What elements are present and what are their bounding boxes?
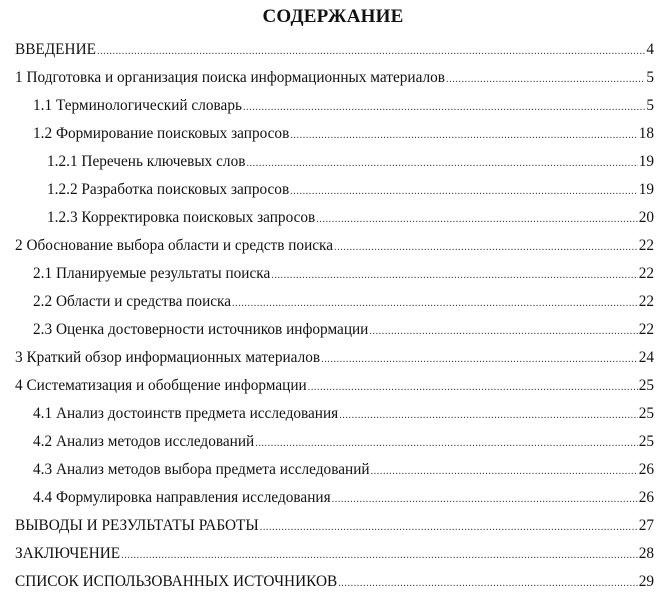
- dot-leader: [246, 150, 637, 178]
- toc-entry-label: ВЫВОДЫ И РЕЗУЛЬТАТЫ РАБОТЫ: [15, 517, 259, 534]
- toc-entry[interactable]: 4 Систематизация и обобщение информации 2…: [15, 372, 654, 400]
- toc-entry-label: 1 Подготовка и организация поиска информ…: [15, 69, 446, 86]
- toc-entry-page-number: 4: [646, 41, 654, 58]
- toc-entry[interactable]: 2.2 Области и средства поиска 22: [33, 288, 654, 316]
- toc-entry-page-number: 5: [646, 69, 654, 86]
- dot-leader: [121, 542, 638, 570]
- dot-leader: [369, 318, 637, 346]
- dot-leader: [290, 178, 638, 206]
- toc-entry-page-number: 25: [638, 377, 654, 394]
- toc-entry-page-number: 25: [638, 433, 654, 450]
- toc-entry[interactable]: 1.2.1 Перечень ключевых слов 19: [47, 148, 654, 176]
- dot-leader: [316, 206, 637, 234]
- toc-entry-page-number: 19: [638, 153, 654, 170]
- dot-leader: [338, 570, 638, 598]
- toc-entry-label: 1.2 Формирование поисковых запросов: [33, 125, 290, 142]
- toc-entry[interactable]: 1.1 Терминологический словарь 5: [33, 92, 654, 120]
- toc-entry-label: ЗАКЛЮЧЕНИЕ: [15, 545, 121, 562]
- toc-entry-label: 1.2.2 Разработка поисковых запросов: [47, 181, 290, 198]
- page-title: СОДЕРЖАНИЕ: [262, 6, 404, 27]
- toc-entry[interactable]: СПИСОК ИСПОЛЬЗОВАННЫХ ИСТОЧНИКОВ 29: [15, 568, 654, 596]
- dot-leader: [371, 458, 638, 486]
- toc-entry-page-number: 28: [638, 545, 654, 562]
- toc-entry-page-number: 29: [638, 573, 654, 590]
- toc-entry[interactable]: 4.3 Анализ методов выбора предмета иссле…: [33, 456, 654, 484]
- toc-entry[interactable]: 4.4 Формулировка направления исследовани…: [33, 484, 654, 512]
- dot-leader: [339, 402, 637, 430]
- toc-entry-label: ВВЕДЕНИЕ: [15, 41, 96, 58]
- toc-entry-page-number: 5: [646, 97, 654, 114]
- toc-entry-label: 1.2.1 Перечень ключевых слов: [47, 153, 246, 170]
- dot-leader: [334, 234, 638, 262]
- toc-entry-label: 2 Обоснование выбора области и средств п…: [15, 237, 334, 254]
- toc-entry-page-number: 18: [638, 125, 654, 142]
- toc-entry[interactable]: ВЫВОДЫ И РЕЗУЛЬТАТЫ РАБОТЫ 27: [15, 512, 654, 540]
- toc-entry-label: 2.3 Оценка достоверности источников инфо…: [33, 321, 369, 338]
- toc-entry-label: 1.1 Терминологический словарь: [33, 97, 242, 114]
- toc-entry-label: 1.2.3 Корректировка поисковых запросов: [47, 209, 316, 226]
- toc-entry-label: 3 Краткий обзор информационных материало…: [15, 349, 321, 366]
- toc-entry-page-number: 22: [638, 293, 654, 310]
- toc-entry-page-number: 25: [638, 405, 654, 422]
- toc-entry-label: 4.2 Анализ методов исследований: [33, 433, 255, 450]
- dot-leader: [271, 262, 637, 290]
- toc-entry-page-number: 27: [638, 517, 654, 534]
- toc-entry[interactable]: 1.2 Формирование поисковых запросов 18: [33, 120, 654, 148]
- toc-entry[interactable]: 1.2.2 Разработка поисковых запросов 19: [47, 176, 654, 204]
- toc-entry-label: 2.1 Планируемые результаты поиска: [33, 265, 271, 282]
- toc-entry-page-number: 20: [638, 209, 654, 226]
- toc-entry[interactable]: 2.1 Планируемые результаты поиска 22: [33, 260, 654, 288]
- toc-entry-label: 4.4 Формулировка направления исследовани…: [33, 489, 331, 506]
- toc-entry[interactable]: 2.3 Оценка достоверности источников инфо…: [33, 316, 654, 344]
- toc-entry[interactable]: ВВЕДЕНИЕ 4: [15, 36, 654, 64]
- dot-leader: [446, 66, 645, 94]
- toc-entry-label: 4.3 Анализ методов выбора предмета иссле…: [33, 461, 370, 478]
- toc-entry-label: СПИСОК ИСПОЛЬЗОВАННЫХ ИСТОЧНИКОВ: [15, 573, 338, 590]
- toc-entry[interactable]: 1 Подготовка и организация поиска информ…: [15, 64, 654, 92]
- dot-leader: [243, 94, 645, 122]
- toc-entry-page-number: 24: [638, 349, 654, 366]
- toc-entry-page-number: 22: [638, 321, 654, 338]
- toc-entry-label: 4 Систематизация и обобщение информации: [15, 377, 307, 394]
- toc-entry[interactable]: 3 Краткий обзор информационных материало…: [15, 344, 654, 372]
- dot-leader: [308, 374, 638, 402]
- toc-entry-page-number: 22: [638, 237, 654, 254]
- dot-leader: [290, 122, 637, 150]
- toc-entry[interactable]: 4.2 Анализ методов исследований 25: [33, 428, 654, 456]
- dot-leader: [321, 346, 638, 374]
- dot-leader: [255, 430, 637, 458]
- dot-leader: [232, 290, 638, 318]
- toc-entry-page-number: 26: [638, 461, 654, 478]
- toc-entry-page-number: 26: [638, 489, 654, 506]
- toc-entry-page-number: 22: [638, 265, 654, 282]
- dot-leader: [332, 486, 638, 514]
- toc-entry-label: 4.1 Анализ достоинств предмета исследова…: [33, 405, 339, 422]
- dot-leader: [97, 38, 645, 66]
- toc-entry[interactable]: 1.2.3 Корректировка поисковых запросов 20: [47, 204, 654, 232]
- dot-leader: [260, 514, 638, 542]
- toc-entry-page-number: 19: [638, 181, 654, 198]
- toc-entry-label: 2.2 Области и средства поиска: [33, 293, 232, 310]
- toc-entry[interactable]: 4.1 Анализ достоинств предмета исследова…: [33, 400, 654, 428]
- toc-entry[interactable]: 2 Обоснование выбора области и средств п…: [15, 232, 654, 260]
- toc-entry[interactable]: ЗАКЛЮЧЕНИЕ 28: [15, 540, 654, 568]
